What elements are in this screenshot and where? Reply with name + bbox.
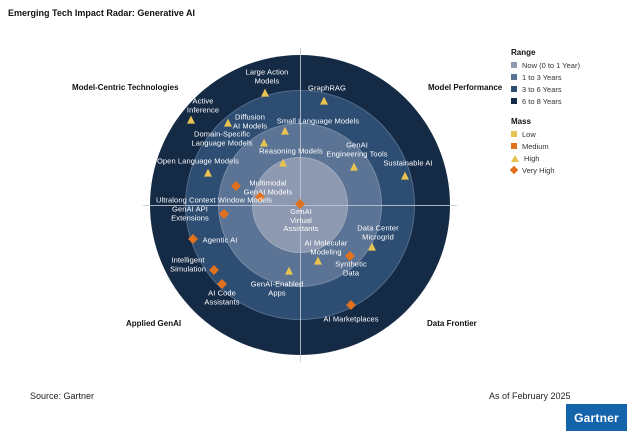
open-language-models-label: Open Language Models xyxy=(156,156,240,166)
ai-code-assistants-label: AI Code Assistants xyxy=(204,288,240,306)
quadrant-label-applied-genai: Applied GenAI xyxy=(122,317,186,330)
active-inference-marker xyxy=(187,115,195,124)
agentic-ai-label: Agentic AI xyxy=(202,235,238,245)
as-of-date: As of February 2025 xyxy=(489,391,571,401)
legend-range-title: Range xyxy=(511,48,536,57)
quadrant-label-model-centric-technologies: Model-Centric Technologies xyxy=(68,81,183,94)
legend-range-label: 3 to 6 Years xyxy=(522,84,562,94)
legend-mass-title: Mass xyxy=(511,117,532,126)
genai-api-extensions-marker xyxy=(219,209,229,219)
legend-mass-label: Low xyxy=(522,129,536,139)
diffusion-ai-models-marker xyxy=(224,118,232,127)
multimodal-genai-models-label: Multimodal GenAI Models xyxy=(243,178,293,196)
square-swatch-icon xyxy=(511,143,517,149)
domain-specific-language-models-label: Domain-Specific Language Models xyxy=(191,129,253,147)
small-language-models-marker xyxy=(281,126,289,135)
legend-range-items: Now (0 to 1 Year) 1 to 3 Years 3 to 6 Year… xyxy=(511,60,635,106)
ai-marketplaces-marker xyxy=(346,300,356,310)
legend-range-label: Now (0 to 1 Year) xyxy=(522,60,580,70)
legend-mass-high: High xyxy=(511,153,635,163)
legend-mass-low: Low xyxy=(511,129,635,139)
large-action-models-label: Large Action Models xyxy=(245,67,289,85)
diamond-swatch-icon xyxy=(509,165,519,175)
data-center-microgrid-marker xyxy=(368,242,376,251)
legend-mass-very-high: Very High xyxy=(509,165,635,175)
legend: Range Now (0 to 1 Year) 1 to 3 Years 3 to … xyxy=(509,48,635,186)
legend-range-1-to-3-years: 1 to 3 Years xyxy=(511,72,635,82)
agentic-ai-marker xyxy=(188,234,198,244)
synthetic-data-label: Synthetic Data xyxy=(335,259,367,277)
legend-range-label: 6 to 8 Years xyxy=(522,96,562,106)
intelligent-simulation-marker xyxy=(209,265,219,275)
quadrant-label-data-frontier: Data Frontier xyxy=(423,317,481,330)
genai-enabled-apps-label: GenAI-Enabled Apps xyxy=(250,279,304,297)
large-action-models-marker xyxy=(261,88,269,97)
graphrag-label: GraphRAG xyxy=(308,83,346,93)
genai-virtual-assistants-label: GenAI Virtual Assistants xyxy=(283,207,319,234)
triangle-swatch-icon xyxy=(511,154,519,162)
legend-range-section: Range Now (0 to 1 Year) 1 to 3 Years 3 to … xyxy=(511,48,635,106)
sustainable-ai-label: Sustainable AI xyxy=(383,158,433,168)
legend-range-6-to-8-years: 6 to 8 Years xyxy=(511,96,635,106)
legend-mass-items: Low Medium High Very High xyxy=(509,129,635,175)
genai-engineering-tools-marker xyxy=(350,162,358,171)
legend-range-label: 1 to 3 Years xyxy=(522,72,562,82)
reasoning-models-marker xyxy=(279,158,287,167)
gartner-logo: Gartner xyxy=(566,404,627,431)
ai-molecular-modeling-label: AI Molecular Modeling xyxy=(304,238,348,256)
square-swatch-icon xyxy=(511,98,517,104)
square-swatch-icon xyxy=(511,62,517,68)
genai-engineering-tools-label: GenAI Engineering Tools xyxy=(326,140,388,158)
square-swatch-icon xyxy=(511,74,517,80)
genai-api-extensions-label: GenAI API Extensions xyxy=(171,204,209,222)
square-swatch-icon xyxy=(511,86,517,92)
legend-mass-section: Mass Low Medium High Very High xyxy=(509,117,635,175)
sustainable-ai-marker xyxy=(401,171,409,180)
reasoning-models-label: Reasoning Models xyxy=(259,146,323,156)
source-text: Source: Gartner xyxy=(30,391,95,401)
legend-range-now-0-to-1-year: Now (0 to 1 Year) xyxy=(511,60,635,70)
graphrag-marker xyxy=(320,96,328,105)
square-swatch-icon xyxy=(511,131,517,137)
small-language-models-label: Small Language Models xyxy=(276,116,360,126)
quadrant-label-model-performance: Model Performance xyxy=(424,81,507,94)
legend-mass-medium: Medium xyxy=(511,141,635,151)
diffusion-ai-models-label: Diffusion AI Models xyxy=(232,112,268,130)
multimodal-genai-models-marker xyxy=(231,181,241,191)
ultralong-context-window-models-label: Ultralong Context Window Models xyxy=(155,195,273,205)
genai-enabled-apps-marker xyxy=(285,266,293,275)
legend-mass-label: High xyxy=(524,153,540,163)
data-center-microgrid-label: Data Center Microgrid xyxy=(357,223,399,241)
open-language-models-marker xyxy=(204,168,212,177)
domain-specific-language-models-marker xyxy=(260,138,268,147)
ai-marketplaces-label: AI Marketplaces xyxy=(323,314,379,324)
active-inference-label: Active Inference xyxy=(186,96,220,114)
page-title: Emerging Tech Impact Radar: Generative A… xyxy=(8,8,196,18)
legend-mass-label: Medium xyxy=(522,141,549,151)
legend-mass-label: Very High xyxy=(522,165,555,175)
legend-range-3-to-6-years: 3 to 6 Years xyxy=(511,84,635,94)
intelligent-simulation-label: Intelligent Simulation xyxy=(169,255,207,273)
ai-molecular-modeling-marker xyxy=(314,256,322,265)
